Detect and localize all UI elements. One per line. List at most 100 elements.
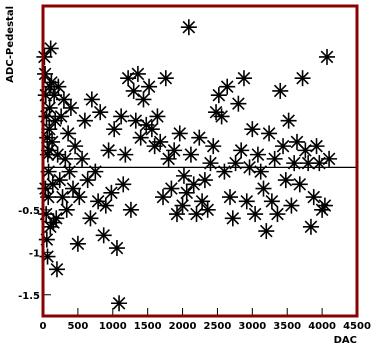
data-point bbox=[48, 261, 65, 278]
plot-frame bbox=[41, 4, 359, 318]
y-tick-label: -1 bbox=[29, 248, 40, 259]
data-point bbox=[305, 189, 322, 206]
data-point bbox=[71, 189, 88, 206]
data-point bbox=[129, 65, 146, 82]
data-point bbox=[62, 99, 79, 116]
x-tick-label: 2000 bbox=[169, 321, 197, 332]
data-point bbox=[196, 172, 213, 189]
data-point bbox=[308, 138, 325, 155]
data-point bbox=[191, 129, 208, 146]
data-point bbox=[58, 201, 75, 218]
data-point bbox=[44, 176, 61, 193]
data-point bbox=[157, 70, 174, 87]
data-point bbox=[55, 91, 72, 108]
data-point bbox=[76, 112, 93, 129]
data-point bbox=[163, 180, 180, 197]
data-point bbox=[95, 227, 112, 244]
data-point bbox=[97, 197, 114, 214]
data-point bbox=[316, 197, 333, 214]
x-tick-label: 4500 bbox=[343, 321, 371, 332]
data-point bbox=[57, 150, 74, 167]
data-point bbox=[122, 201, 139, 218]
data-point bbox=[180, 19, 197, 36]
data-point bbox=[51, 172, 68, 189]
data-point bbox=[297, 142, 314, 159]
data-point bbox=[291, 176, 308, 193]
data-point bbox=[266, 150, 283, 167]
data-point bbox=[92, 104, 109, 121]
data-point bbox=[74, 150, 91, 167]
x-tick-label: 500 bbox=[67, 321, 88, 332]
data-point bbox=[113, 108, 130, 125]
data-point bbox=[115, 176, 132, 193]
y-axis-label: ADC-Pedestal bbox=[5, 6, 16, 83]
data-point bbox=[44, 133, 61, 150]
data-point bbox=[65, 180, 82, 197]
data-point bbox=[45, 214, 62, 231]
data-point bbox=[280, 112, 297, 129]
data-point bbox=[79, 172, 96, 189]
data-point bbox=[249, 146, 266, 163]
data-point bbox=[42, 40, 59, 57]
data-point bbox=[277, 172, 294, 189]
data-point bbox=[135, 91, 152, 108]
data-point bbox=[125, 82, 142, 99]
y-tick-label: -1.5 bbox=[18, 291, 40, 302]
data-point bbox=[48, 210, 65, 227]
data-point bbox=[202, 155, 219, 172]
data-point bbox=[272, 82, 289, 99]
data-point bbox=[175, 167, 192, 184]
data-point bbox=[152, 133, 169, 150]
data-point bbox=[238, 193, 255, 210]
x-tick-label: 2500 bbox=[204, 321, 232, 332]
axes-layer: 0 500 1000 1500 2000 2500 3000 3500 4000 4500 -1.5… bbox=[18, 81, 371, 332]
data-point bbox=[244, 121, 261, 138]
data-point bbox=[143, 121, 160, 138]
data-point bbox=[269, 206, 286, 223]
data-point bbox=[132, 129, 149, 146]
data-point bbox=[67, 138, 84, 155]
data-point bbox=[233, 142, 250, 159]
data-point bbox=[252, 163, 269, 180]
data-point bbox=[199, 201, 216, 218]
data-point bbox=[261, 125, 278, 142]
data-point bbox=[230, 95, 247, 112]
x-tick-label: 3000 bbox=[238, 321, 266, 332]
data-point bbox=[263, 193, 280, 210]
data-point bbox=[117, 146, 134, 163]
x-tick-label: 4000 bbox=[308, 321, 336, 332]
data-point bbox=[37, 65, 54, 82]
data-point bbox=[294, 70, 311, 87]
data-point bbox=[185, 176, 202, 193]
data-point bbox=[255, 180, 272, 197]
data-point bbox=[141, 78, 158, 95]
data-point bbox=[69, 235, 86, 252]
data-point bbox=[318, 48, 335, 65]
data-point bbox=[194, 193, 211, 210]
x-tick-label: 0 bbox=[40, 321, 47, 332]
x-tick-label: 1000 bbox=[99, 321, 127, 332]
data-point bbox=[106, 121, 123, 138]
data-point bbox=[302, 218, 319, 235]
data-point bbox=[224, 210, 241, 227]
data-point bbox=[60, 125, 77, 142]
x-axis-label: DAC bbox=[334, 335, 357, 346]
data-point bbox=[38, 231, 55, 248]
data-point bbox=[314, 201, 331, 218]
points-layer bbox=[36, 19, 338, 312]
y-tick-label: -0.5 bbox=[18, 206, 40, 217]
data-point bbox=[50, 78, 67, 95]
data-point bbox=[178, 184, 195, 201]
data-point bbox=[171, 125, 188, 142]
data-point bbox=[53, 108, 70, 125]
data-point bbox=[83, 91, 100, 108]
data-point bbox=[321, 150, 338, 167]
data-point bbox=[82, 210, 99, 227]
data-point bbox=[54, 189, 71, 206]
data-point bbox=[247, 206, 264, 223]
data-point bbox=[61, 163, 78, 180]
data-point bbox=[166, 142, 183, 159]
data-point bbox=[222, 189, 239, 206]
data-point bbox=[286, 155, 303, 172]
